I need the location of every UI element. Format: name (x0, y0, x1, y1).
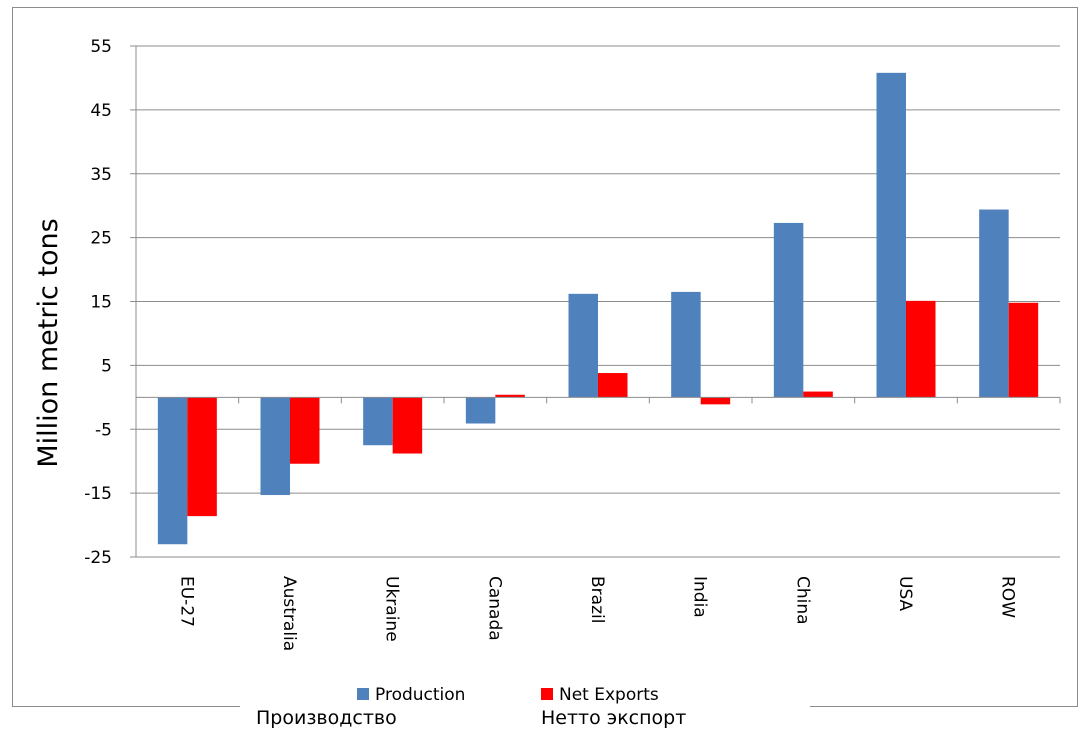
y-tick-label: -5 (95, 420, 112, 440)
bar-net-exports-brazil (598, 373, 628, 398)
x-tick-label: Canada (484, 576, 504, 641)
x-tick-label: India (690, 576, 710, 618)
bar-net-exports-row (1008, 302, 1039, 398)
y-tick-label: 55 (90, 37, 112, 57)
caption-production-ru: Производство (256, 707, 397, 729)
y-tick-label: 45 (90, 101, 112, 121)
bar-production-eu-27 (157, 397, 188, 545)
bar-net-exports-china (803, 391, 833, 398)
x-tick-label: Australia (279, 576, 299, 651)
bar-net-exports-india (700, 397, 731, 405)
bar-production-row (979, 209, 1009, 398)
legend: Production Net Exports (357, 685, 659, 705)
legend-swatch-production (357, 688, 369, 700)
y-tick-label: -25 (84, 548, 112, 568)
x-tick-label: Ukraine (382, 576, 402, 642)
y-tick-label: 5 (101, 356, 112, 376)
bar-net-exports-ukraine (392, 397, 423, 454)
legend-label-production: Production (375, 685, 465, 705)
bar-production-china (773, 222, 804, 398)
caption-area (240, 703, 810, 711)
legend-swatch-net-exports (541, 688, 553, 700)
bar-production-canada (465, 397, 496, 424)
axes: -25 -15 -5 5 15 25 35 45 55 EU-27 Australia Ukraine… (84, 37, 1061, 651)
bar-production-brazil (568, 293, 598, 398)
x-tick-label: USA (895, 576, 915, 612)
y-tick-label: 15 (90, 293, 112, 313)
legend-label-net-exports: Net Exports (559, 685, 659, 705)
x-tick-label: China (792, 576, 812, 625)
bar-net-exports-australia (290, 397, 320, 464)
x-tick-label: Brazil (587, 576, 607, 623)
bar-net-exports-eu-27 (187, 397, 217, 517)
bar-production-india (671, 291, 701, 398)
bar-net-exports-usa (906, 300, 936, 398)
x-tick-label: EU-27 (176, 576, 196, 627)
bar-production-ukraine (363, 397, 393, 446)
bar-net-exports-canada (495, 394, 525, 398)
bars (157, 72, 1039, 545)
y-tick-label: 35 (90, 165, 112, 185)
y-axis-label: Million metric tons (33, 218, 64, 467)
caption-net-exports-ru: Нетто экспорт (541, 707, 687, 729)
bar-production-australia (260, 397, 290, 496)
bar-production-usa (876, 72, 906, 398)
y-tick-label: -15 (84, 484, 112, 504)
x-tick-label: ROW (998, 576, 1018, 618)
y-tick-label: 25 (90, 229, 112, 249)
